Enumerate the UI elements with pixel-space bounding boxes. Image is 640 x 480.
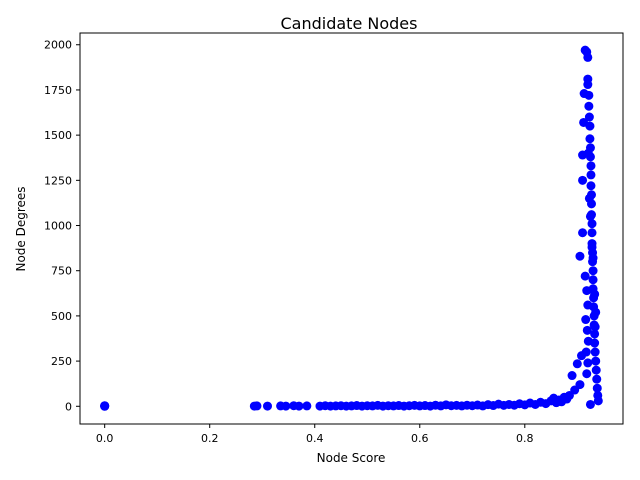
data-point	[100, 401, 110, 411]
data-point	[585, 399, 595, 409]
x-axis: 0.0 0.2 0.4 0.6 0.8	[96, 424, 534, 445]
y-tick-label: 500	[51, 310, 72, 323]
data-point	[572, 359, 582, 369]
data-point	[583, 80, 593, 90]
data-point	[567, 371, 577, 381]
data-point	[588, 253, 598, 263]
data-point	[584, 101, 594, 111]
data-point	[582, 325, 592, 335]
x-tick-label: 0.4	[306, 432, 324, 445]
x-tick-label: 0.2	[201, 432, 219, 445]
y-tick-label: 750	[51, 265, 72, 278]
x-tick-label: 0.8	[516, 432, 534, 445]
data-point	[583, 52, 593, 62]
data-point	[591, 356, 601, 366]
data-point	[582, 286, 592, 296]
data-point	[581, 347, 591, 357]
data-point	[583, 336, 593, 346]
plot-frame	[79, 32, 624, 425]
data-point	[302, 401, 312, 411]
data-point	[582, 369, 592, 379]
data-point	[578, 228, 588, 238]
data-point	[583, 358, 593, 368]
y-tick-label: 1000	[44, 220, 72, 233]
data-point	[593, 396, 603, 406]
y-tick-label: 0	[65, 400, 72, 413]
data-point	[590, 329, 600, 339]
y-axis: 0 250 500 750 1000 1250 1500 1750 2000	[44, 39, 80, 413]
data-point	[252, 401, 262, 411]
data-point	[262, 401, 272, 411]
data-point	[585, 134, 595, 144]
data-point	[575, 380, 585, 390]
data-point	[583, 148, 593, 158]
x-axis-label: Node Score	[317, 451, 386, 465]
data-point	[587, 219, 597, 229]
data-point	[581, 315, 591, 325]
data-point	[294, 401, 304, 411]
data-point	[587, 228, 597, 238]
data-point	[585, 121, 595, 131]
data-point	[586, 181, 596, 191]
y-tick-label: 1750	[44, 84, 72, 97]
data-point	[583, 300, 593, 310]
data-point	[586, 170, 596, 180]
y-tick-label: 250	[51, 355, 72, 368]
data-point	[588, 275, 598, 285]
data-point	[580, 271, 590, 281]
data-point	[590, 347, 600, 357]
x-tick-label: 0.6	[411, 432, 429, 445]
y-axis-label: Node Degrees	[14, 186, 28, 271]
data-point	[586, 161, 596, 171]
data-point	[584, 90, 594, 100]
points-layer	[100, 45, 603, 411]
data-point	[592, 383, 602, 393]
y-tick-label: 1500	[44, 129, 72, 142]
data-point	[588, 266, 598, 276]
data-point	[591, 365, 601, 375]
y-tick-label: 1250	[44, 174, 72, 187]
data-point	[585, 211, 595, 221]
data-point	[584, 193, 594, 203]
x-tick-label: 0.0	[96, 432, 114, 445]
data-point	[578, 175, 588, 185]
data-point	[281, 401, 291, 411]
data-point	[575, 251, 585, 261]
data-point	[590, 289, 600, 299]
data-point	[592, 374, 602, 384]
y-tick-label: 2000	[44, 39, 72, 52]
data-point	[590, 322, 600, 332]
data-point	[591, 307, 601, 317]
data-point	[584, 112, 594, 122]
chart-title: Candidate Nodes	[281, 14, 418, 33]
data-point	[587, 242, 597, 252]
